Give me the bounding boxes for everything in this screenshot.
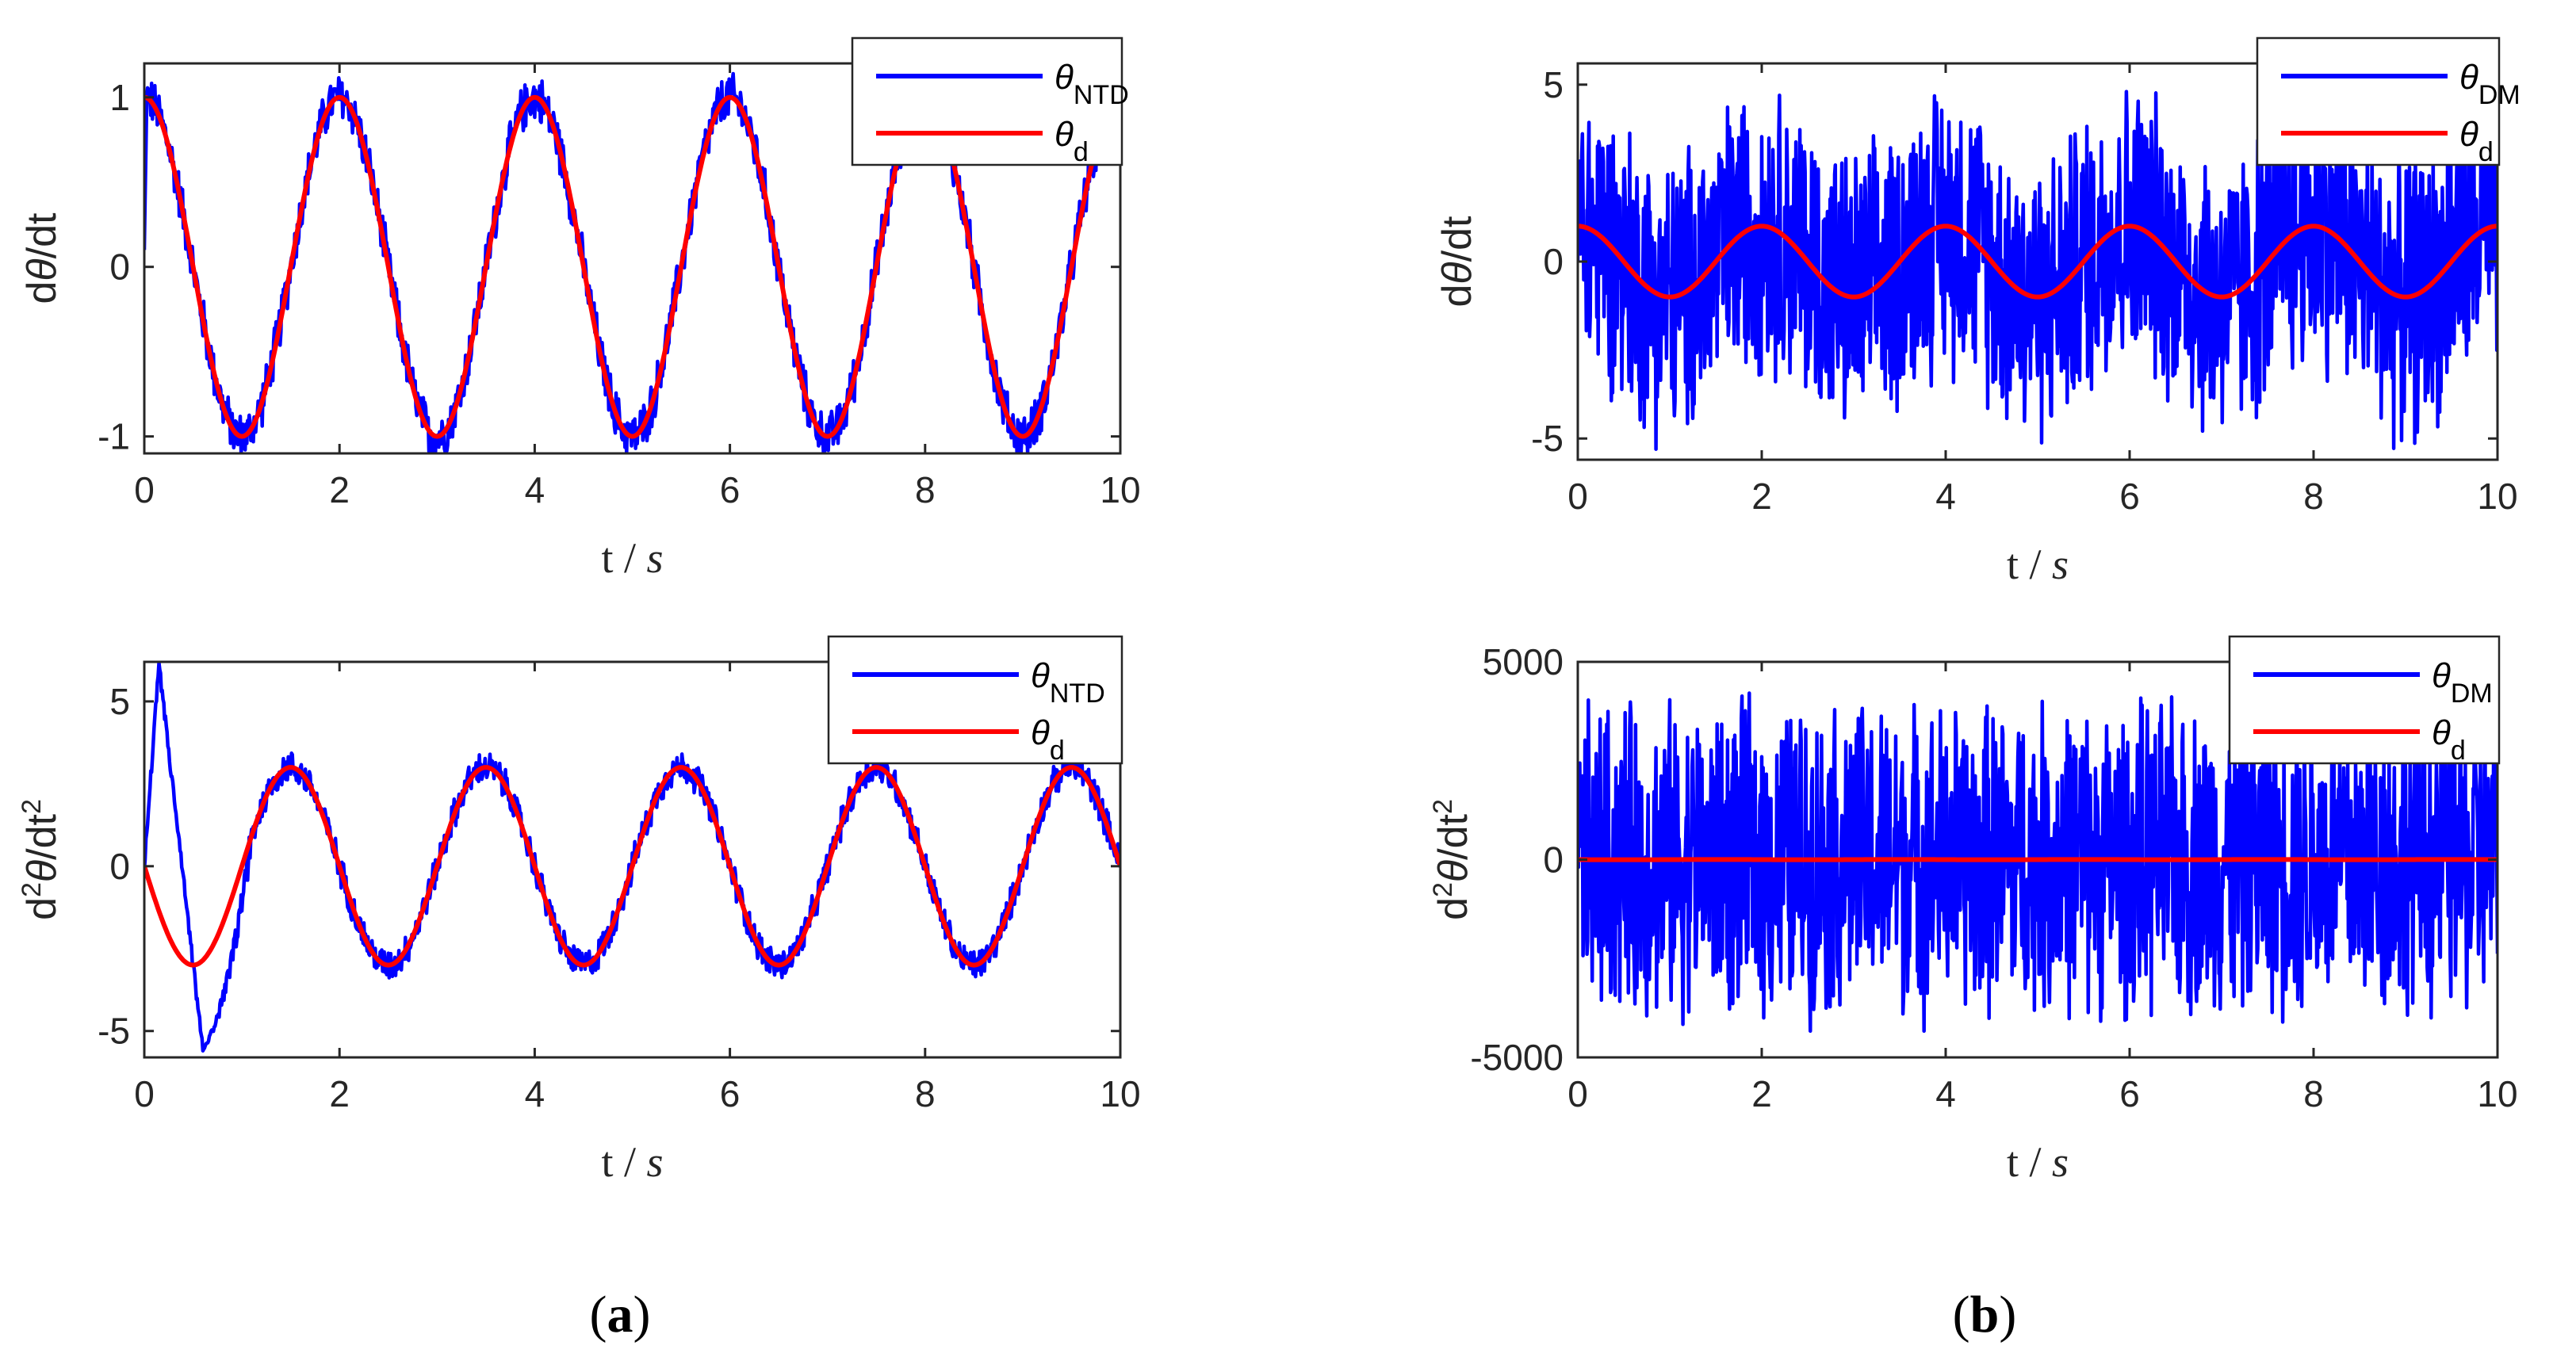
legend-box [827, 635, 1123, 765]
series-line-reference [144, 765, 1120, 968]
x-tick-label: 0 [134, 1073, 155, 1114]
y-tick-label: 5000 [1483, 641, 1564, 682]
x-tick-label: 4 [1935, 1073, 1956, 1114]
legend-label-reference: θd [2459, 115, 2494, 167]
x-tick-label: 6 [2119, 476, 2140, 517]
x-tick-label: 0 [134, 469, 155, 510]
legend-box [2256, 36, 2501, 166]
x-axis-label: t / s [2007, 1138, 2069, 1186]
y-tick-label: 0 [1543, 241, 1564, 282]
x-tick-label: 4 [525, 1073, 545, 1114]
legend-label-estimate: θNTD [1031, 656, 1105, 709]
y-tick-label: 5 [1543, 64, 1564, 105]
y-axis-label: dθ/dt [19, 212, 65, 304]
legend-box [851, 36, 1123, 166]
y-tick-label: 0 [1543, 839, 1564, 881]
x-tick-label: 6 [720, 1073, 741, 1114]
x-tick-label: 2 [1751, 476, 1772, 517]
panel-label-b: (b) [1953, 1286, 2017, 1344]
x-tick-label: 2 [329, 469, 350, 510]
x-tick-label: 4 [1935, 476, 1956, 517]
series-line-estimate [1578, 691, 2498, 1034]
legend-label-estimate: θDM [2459, 58, 2520, 110]
x-tick-label: 0 [1567, 476, 1588, 517]
series-line-reference [144, 94, 1120, 439]
x-tick-label: 8 [2303, 1073, 2324, 1114]
y-tick-label: -5000 [1470, 1037, 1564, 1078]
x-tick-label: 8 [915, 1073, 936, 1114]
y-tick-label: 0 [109, 846, 130, 887]
x-tick-label: 2 [329, 1073, 350, 1114]
y-tick-label: -5 [98, 1011, 130, 1052]
y-axis-label: d2θ/dt2 [17, 799, 65, 920]
y-tick-label: -5 [1531, 418, 1564, 459]
legend-label-reference: θd [2432, 713, 2466, 766]
y-tick-label: 5 [109, 681, 130, 722]
x-tick-label: 10 [2477, 1073, 2517, 1114]
y-tick-label: 0 [109, 247, 130, 288]
x-tick-label: 2 [1751, 1073, 1772, 1114]
y-axis-label: dθ/dt [1434, 216, 1480, 308]
x-tick-label: 8 [915, 469, 936, 510]
y-tick-label: 1 [109, 77, 130, 118]
x-tick-label: 6 [720, 469, 741, 510]
x-axis-label: t / s [601, 1138, 663, 1186]
legend-label-reference: θd [1055, 115, 1089, 167]
x-tick-label: 0 [1567, 1073, 1588, 1114]
x-axis-label: t / s [2007, 541, 2069, 588]
legend-label-reference: θd [1031, 713, 1065, 766]
y-axis-label: d2θ/dt2 [1428, 799, 1476, 920]
y-tick-label: -1 [98, 416, 130, 457]
legend-label-estimate: θDM [2432, 656, 2493, 709]
x-tick-label: 10 [2477, 476, 2517, 517]
x-axis-label: t / s [601, 534, 663, 582]
panel-label-a: (a) [590, 1286, 651, 1344]
x-tick-label: 10 [1100, 469, 1140, 510]
axes-box [143, 660, 1122, 1059]
series-line-reference [1578, 224, 2498, 300]
x-tick-label: 10 [1100, 1073, 1140, 1114]
legend-label-estimate: θNTD [1055, 58, 1129, 110]
legend-box [2228, 635, 2501, 765]
x-tick-label: 8 [2303, 476, 2324, 517]
x-tick-label: 6 [2119, 1073, 2140, 1114]
axes-box [143, 62, 1122, 455]
x-tick-label: 4 [525, 469, 545, 510]
